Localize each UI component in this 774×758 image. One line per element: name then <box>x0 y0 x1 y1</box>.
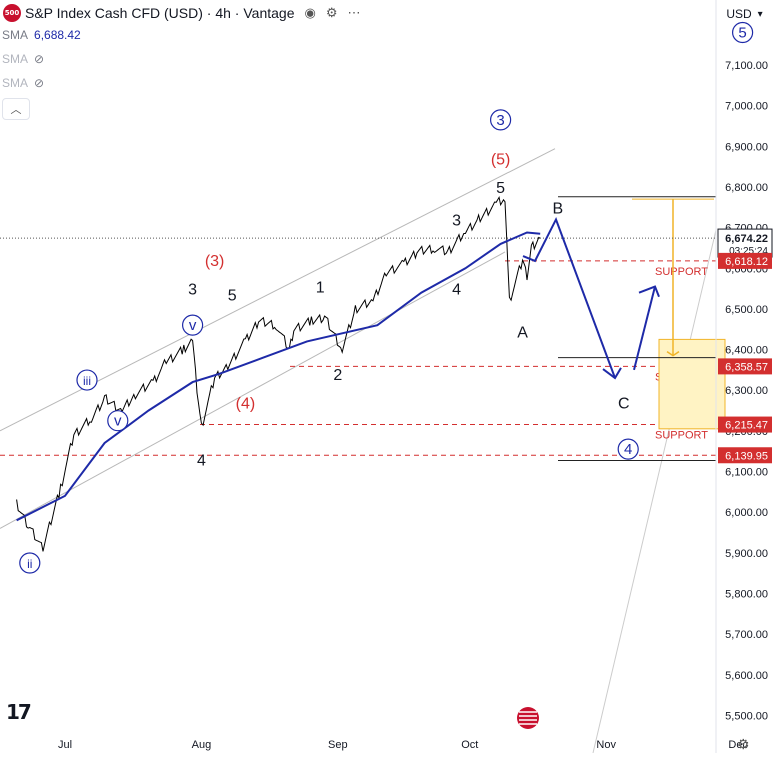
y-tick-label: 7,100.00 <box>725 60 768 72</box>
y-tick-label: 5,600.00 <box>725 670 768 682</box>
wave-label: 2 <box>333 367 342 384</box>
sma-label: SMA <box>2 28 29 42</box>
price-level-tag <box>718 252 772 269</box>
chevron-down-icon: ▾ <box>757 8 763 20</box>
wave-label: 3 <box>452 212 461 229</box>
chart-header: 500 S&P Index Cash CFD (USD) · 4h · Vant… <box>0 0 367 26</box>
support-label: SUPPORT <box>655 266 708 278</box>
sma-label: SMA <box>2 76 29 90</box>
y-tick-label: 5,800.00 <box>725 588 768 600</box>
wave-label-circle <box>731 21 754 44</box>
wave-label: 4 <box>624 441 632 458</box>
eye-hidden-icon[interactable]: ⊘ <box>34 76 45 90</box>
projection-path-down <box>522 216 616 379</box>
price-level-tag <box>718 416 772 433</box>
wave-label-circle <box>19 552 41 574</box>
price-level-tag <box>718 358 772 375</box>
more-icon[interactable]: ⋯ <box>347 5 361 20</box>
wave-label: 5 <box>738 24 746 41</box>
price-level-value: 6,618.12 <box>725 256 768 268</box>
wave-label: 4 <box>197 452 206 469</box>
y-tick-label: 6,100.00 <box>725 467 768 479</box>
wave-label: (5) <box>491 151 511 168</box>
y-tick-label: 6,400.00 <box>725 345 768 357</box>
settings-icon[interactable]: ⚙ <box>325 5 338 20</box>
wave-label: v <box>114 413 122 430</box>
support-label: SUPPORT <box>655 430 708 442</box>
us-flag-icon <box>517 707 539 729</box>
wave-label: 5 <box>496 180 505 197</box>
wave-label: iii <box>83 374 91 388</box>
sma-value: 6,688.42 <box>34 28 81 42</box>
wave-label: C <box>618 395 630 412</box>
wave-label: ii <box>27 557 32 571</box>
y-tick-label: 6,500.00 <box>725 304 768 316</box>
collapse-legend-button[interactable]: ︿ <box>2 98 30 120</box>
x-tick-label: Nov <box>596 739 616 751</box>
y-tick-label: 5,500.00 <box>725 710 768 722</box>
y-tick-label: 6,000.00 <box>725 507 768 519</box>
x-tick-label: Jul <box>58 739 72 751</box>
price-level-value: 6,139.95 <box>725 450 768 462</box>
wave-label: (3) <box>205 253 225 270</box>
y-tick-label: 7,000.00 <box>725 101 768 113</box>
wave-label: B <box>552 200 563 217</box>
price-level-value: 6,358.57 <box>725 361 768 373</box>
projection-path-up <box>633 286 656 371</box>
x-tick-label: Dec <box>728 739 748 751</box>
eye-icon[interactable]: ◉ <box>304 5 316 20</box>
wave-label-circle <box>76 369 98 391</box>
current-price-value: 6,674.22 <box>725 233 768 245</box>
x-tick-label: Aug <box>192 739 212 751</box>
current-price-tag <box>717 228 773 258</box>
wave-label: 3 <box>188 282 197 299</box>
symbol-badge: 500 <box>3 4 21 22</box>
measure-arrow <box>666 350 680 357</box>
y-tick-label: 5,900.00 <box>725 548 768 560</box>
wave-label-circle <box>182 314 204 336</box>
y-tick-label: 6,900.00 <box>725 141 768 153</box>
eye-hidden-icon[interactable]: ⊘ <box>34 52 45 66</box>
y-tick-label: 5,700.00 <box>725 629 768 641</box>
wave-label: (4) <box>236 395 256 412</box>
wave-label: A <box>517 324 528 341</box>
sma-series-line <box>16 231 541 522</box>
y-tick-label: 6,800.00 <box>725 182 768 194</box>
price-level-value: 6,215.47 <box>725 420 768 432</box>
sma-indicator-3[interactable]: SMA ⊘ <box>2 76 44 90</box>
sma-indicator-1[interactable]: SMA 6,688.42 <box>2 28 81 42</box>
sma-indicator-2[interactable]: SMA ⊘ <box>2 52 44 66</box>
currency-selector[interactable]: USD ▾ <box>717 2 772 26</box>
countdown-value: 03:25:24 <box>729 246 768 257</box>
currency-label: USD <box>726 7 752 21</box>
projection-line <box>592 229 717 754</box>
y-tick-label: 6,300.00 <box>725 385 768 397</box>
wave-label: v <box>189 317 197 334</box>
settings-gear-icon[interactable]: ⚙ <box>737 736 750 752</box>
wave-label-circle <box>107 410 129 432</box>
tradingview-logo-icon: 17 <box>6 700 32 724</box>
sma-label: SMA <box>2 52 29 66</box>
wave-label: 1 <box>316 280 325 297</box>
channel-lower-line <box>0 251 506 529</box>
wave-label: 5 <box>228 288 237 305</box>
x-tick-label: Oct <box>461 739 478 751</box>
wave-label: 4 <box>452 282 461 299</box>
wave-label-circle <box>617 438 639 460</box>
price-series-line <box>16 196 541 552</box>
price-level-tag <box>718 447 772 464</box>
projection-arrow-down <box>602 367 622 380</box>
wave-label: 3 <box>496 112 504 129</box>
projection-arrow-up <box>638 285 660 298</box>
chart-title[interactable]: S&P Index Cash CFD (USD) · 4h · Vantage <box>25 5 295 21</box>
wave-label-circle <box>490 109 512 131</box>
x-tick-label: Sep <box>328 739 348 751</box>
